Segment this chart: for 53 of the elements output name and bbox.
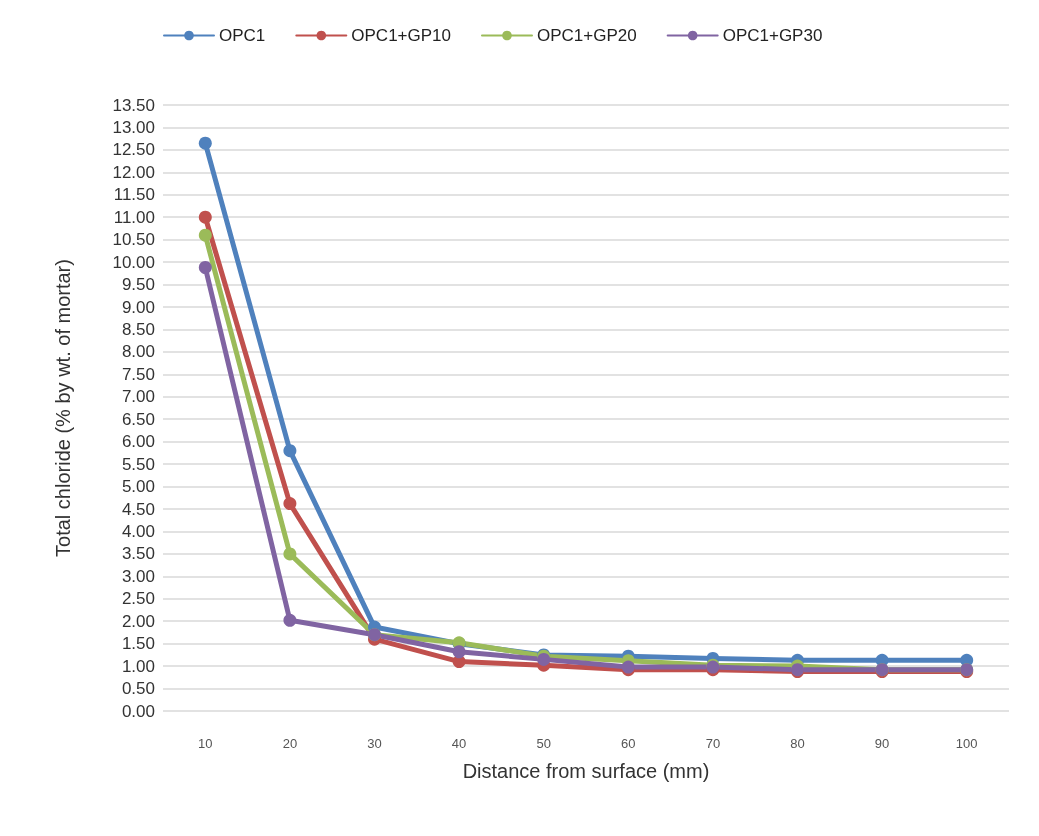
point: [283, 444, 297, 458]
y-tick-label: 6.00: [121, 432, 155, 452]
x-tick-label: 90: [874, 736, 890, 751]
x-tick-label: 40: [451, 736, 467, 751]
x-tick-label: 10: [198, 736, 213, 751]
y-tick-label: 1.50: [121, 634, 155, 654]
legend-label: OPC1: [219, 26, 266, 45]
y-tick-label: 11.00: [113, 207, 155, 227]
y-tick-label: 1.00: [121, 656, 155, 676]
legend-label: OPC1+GP10: [351, 26, 451, 45]
y-tick-label: 8.00: [121, 342, 155, 362]
y-tick-label: 10.50: [112, 230, 155, 250]
x-tick-label: 20: [282, 736, 298, 751]
y-tick-label: 2.00: [121, 611, 155, 631]
point: [198, 136, 212, 150]
x-tick-label: 30: [367, 736, 382, 751]
y-tick-label: 6.50: [121, 409, 155, 429]
x-tick-label: 100: [955, 736, 978, 751]
x-axis-title: Distance from surface (mm): [462, 760, 710, 782]
y-tick-label: 10.00: [112, 252, 155, 272]
x-tick-label: 70: [705, 736, 721, 751]
y-tick-label: 13.50: [112, 95, 155, 115]
y-axis-title: Total chloride (% by wt. of mortar): [52, 259, 74, 557]
y-tick-label: 13.00: [112, 117, 155, 137]
x-tick-label: 60: [621, 736, 636, 751]
y-tick-label: 7.50: [121, 364, 155, 384]
point: [198, 210, 212, 224]
y-tick-label: 3.50: [121, 544, 155, 564]
y-tick-label: 2.50: [121, 589, 155, 609]
point: [452, 645, 466, 659]
x-tick-label: 50: [536, 736, 551, 751]
y-tick-label: 12.00: [112, 162, 155, 182]
y-tick-label: 5.00: [121, 477, 155, 497]
y-tick-label: 12.50: [112, 140, 155, 160]
y-tick-label: 4.00: [121, 521, 155, 541]
y-tick-label: 9.50: [121, 275, 155, 295]
y-tick-label: 4.50: [121, 499, 155, 519]
y-tick-label: 3.00: [121, 566, 155, 586]
point: [198, 261, 212, 274]
y-tick-label: 8.50: [121, 319, 155, 339]
legend-label: OPC1+GP30: [722, 26, 823, 45]
y-tick-label: 11.50: [113, 185, 155, 205]
point: [283, 497, 297, 511]
x-tick-label: 80: [790, 736, 805, 751]
y-tick-label: 0.00: [121, 701, 155, 721]
y-tick-label: 0.50: [121, 679, 155, 699]
point: [283, 613, 297, 627]
y-tick-label: 7.00: [121, 387, 155, 407]
y-tick-label: 9.00: [121, 297, 155, 317]
y-tick-label: 5.50: [121, 454, 155, 474]
point: [198, 228, 212, 242]
legend-label: OPC1+GP20: [536, 26, 637, 45]
point: [283, 547, 297, 561]
